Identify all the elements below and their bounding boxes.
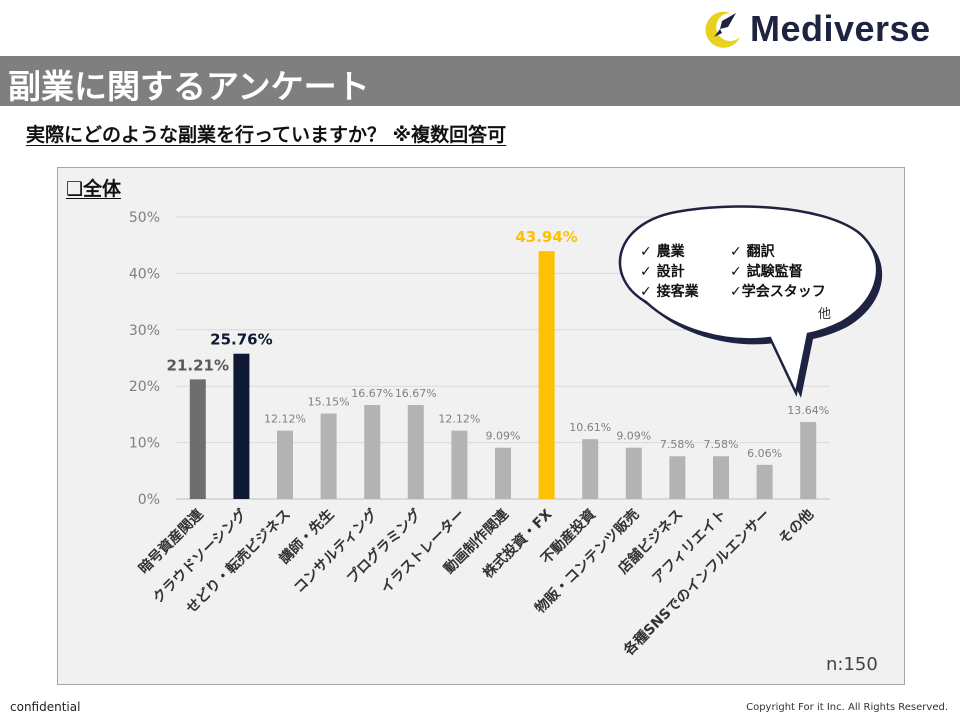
data-label: 12.12% [438,413,480,426]
y-tick-label: 40% [129,266,160,282]
title-bar: 副業に関するアンケート [0,56,960,106]
y-tick-label: 50% [129,210,160,226]
bar [713,456,729,499]
page-title: 副業に関するアンケート [8,67,370,106]
confidential-label: confidential [10,700,81,714]
bar [756,464,773,499]
callout-item: ✓ 試験監督 [730,263,803,280]
data-label: 9.09% [616,430,651,443]
callout-item: ✓ 接客業 [640,283,700,300]
brand-logo: Mediverse [700,6,931,52]
callout-item: ✓ 設計 [640,263,685,280]
bar [233,353,250,499]
bar [625,447,642,499]
bar [407,404,424,499]
data-label: 7.58% [704,438,739,451]
bar [277,430,293,499]
bar [320,413,337,499]
crescent-rocket-icon [705,11,740,48]
bar [189,379,206,499]
bar [582,439,599,499]
survey-question: 実際にどのような副業を行っていますか？ ※複数回答可 [26,124,507,146]
callout-item: ✓ 翻訳 [730,243,776,260]
bar [364,404,381,499]
callout-item: ✓ 農業 [640,243,686,260]
category-label: その他 [775,506,817,548]
callout-item: ✓学会スタッフ [730,283,826,300]
bar [451,430,468,499]
copyright: Copyright For it Inc. All Rights Reserve… [746,702,948,713]
callout-bubble [618,205,879,397]
y-tick-label: 0% [138,492,160,508]
y-tick-label: 30% [129,323,160,339]
bar [669,456,686,499]
data-label: 16.67% [395,387,437,400]
sample-size: n:150 [826,654,878,675]
data-label: 25.76% [210,331,272,349]
callout-other: 他 [818,307,831,322]
data-label: 10.61% [569,421,611,434]
data-label: 21.21% [167,356,229,374]
data-label: 15.15% [308,396,350,409]
data-label: 43.94% [515,228,577,246]
panel-label: ❑全体 [66,178,122,200]
data-label: 16.67% [351,387,393,400]
data-label: 7.58% [660,438,695,451]
y-tick-label: 10% [129,436,160,452]
data-label: 13.64% [787,404,829,417]
bar [538,251,555,499]
bar [495,447,511,499]
category-label: プログラミング [343,506,424,587]
brand-name: Mediverse [750,8,931,49]
data-label: 12.12% [264,413,306,426]
data-label: 6.06% [747,447,782,460]
y-tick-label: 20% [129,379,160,395]
bar [800,422,817,499]
data-label: 9.09% [486,430,521,443]
